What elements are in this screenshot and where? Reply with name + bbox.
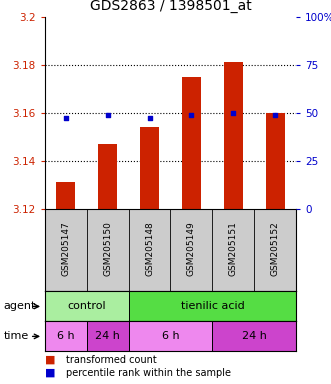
Text: percentile rank within the sample: percentile rank within the sample [66, 368, 231, 378]
Text: GSM205152: GSM205152 [271, 221, 280, 276]
Text: GSM205149: GSM205149 [187, 221, 196, 276]
Text: agent: agent [3, 301, 36, 311]
Point [147, 114, 152, 121]
Text: ■: ■ [45, 368, 55, 378]
Text: GSM205147: GSM205147 [61, 221, 70, 276]
Point [105, 112, 110, 118]
Point [189, 112, 194, 118]
Bar [128, 291, 296, 321]
Bar [182, 77, 201, 209]
Text: GSM205150: GSM205150 [103, 221, 112, 276]
Bar [45, 321, 87, 351]
Point [63, 114, 68, 121]
Text: 6 h: 6 h [162, 331, 179, 341]
Bar [266, 113, 285, 209]
Title: GDS2863 / 1398501_at: GDS2863 / 1398501_at [90, 0, 251, 13]
Bar [128, 321, 213, 351]
Text: 24 h: 24 h [242, 331, 267, 341]
Bar [224, 63, 243, 209]
Text: 24 h: 24 h [95, 331, 120, 341]
Bar [213, 321, 296, 351]
Text: transformed count: transformed count [66, 355, 157, 365]
Text: ■: ■ [45, 355, 55, 365]
Point [231, 110, 236, 116]
Bar [98, 144, 117, 209]
Bar [56, 182, 75, 209]
Text: tienilic acid: tienilic acid [180, 301, 244, 311]
Text: GSM205151: GSM205151 [229, 221, 238, 276]
Text: GSM205148: GSM205148 [145, 221, 154, 276]
Text: time: time [3, 331, 28, 341]
Point [273, 112, 278, 118]
Text: control: control [67, 301, 106, 311]
Bar [140, 127, 159, 209]
Bar [45, 291, 128, 321]
Bar [87, 321, 128, 351]
Text: 6 h: 6 h [57, 331, 74, 341]
